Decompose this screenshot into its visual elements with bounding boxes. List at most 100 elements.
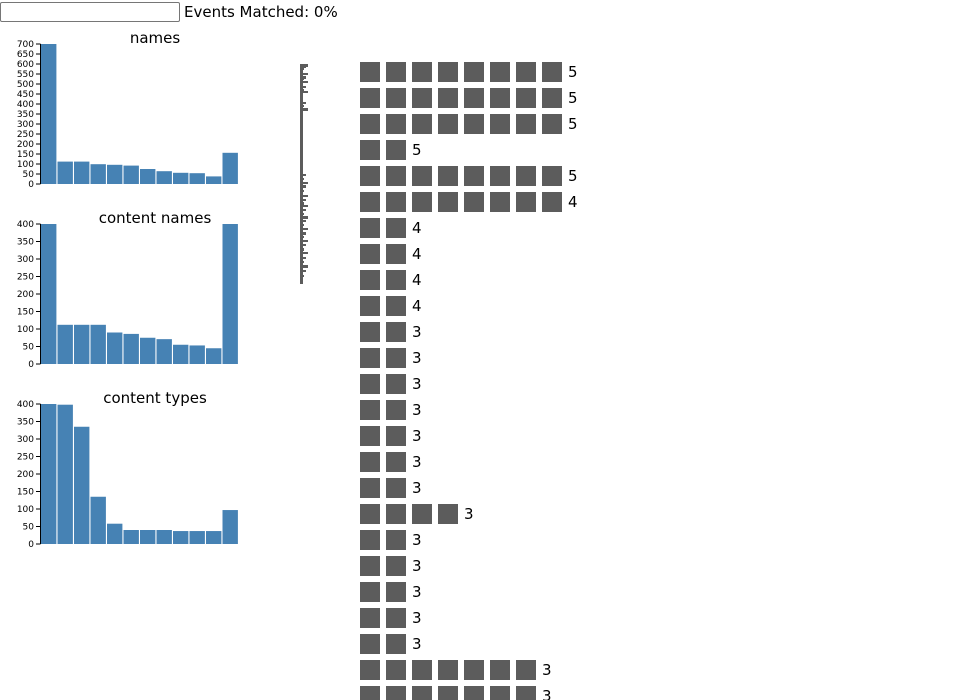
- event-block[interactable]: [360, 504, 380, 524]
- event-block[interactable]: [438, 166, 458, 186]
- histogram-bar[interactable]: [57, 404, 73, 544]
- event-block[interactable]: [386, 218, 406, 238]
- event-block[interactable]: [386, 374, 406, 394]
- event-block[interactable]: [516, 192, 536, 212]
- histogram-bar[interactable]: [107, 523, 123, 544]
- event-row[interactable]: 3: [360, 530, 860, 550]
- event-row[interactable]: 4: [360, 192, 860, 212]
- histogram-bar[interactable]: [156, 339, 172, 364]
- histogram-bar[interactable]: [74, 324, 90, 364]
- event-block[interactable]: [490, 192, 510, 212]
- event-row[interactable]: 3: [360, 686, 860, 700]
- event-block[interactable]: [516, 114, 536, 134]
- histogram-bar[interactable]: [222, 224, 238, 364]
- event-block[interactable]: [386, 140, 406, 160]
- histogram-bar[interactable]: [57, 324, 73, 364]
- event-row[interactable]: 4: [360, 270, 860, 290]
- event-row[interactable]: 4: [360, 244, 860, 264]
- event-row[interactable]: 3: [360, 556, 860, 576]
- event-row[interactable]: 5: [360, 114, 860, 134]
- histogram-bar[interactable]: [156, 171, 172, 184]
- event-block[interactable]: [490, 166, 510, 186]
- event-block[interactable]: [542, 192, 562, 212]
- event-row[interactable]: 3: [360, 504, 860, 524]
- event-block[interactable]: [386, 452, 406, 472]
- event-block[interactable]: [542, 62, 562, 82]
- event-block[interactable]: [438, 62, 458, 82]
- event-block[interactable]: [516, 88, 536, 108]
- event-block[interactable]: [412, 504, 432, 524]
- event-block[interactable]: [360, 218, 380, 238]
- event-row[interactable]: 3: [360, 452, 860, 472]
- event-block[interactable]: [464, 686, 484, 700]
- event-block[interactable]: [490, 686, 510, 700]
- event-block[interactable]: [386, 62, 406, 82]
- histogram-bar[interactable]: [74, 161, 90, 184]
- event-block[interactable]: [542, 88, 562, 108]
- event-block[interactable]: [386, 582, 406, 602]
- search-input[interactable]: [0, 2, 180, 22]
- event-block[interactable]: [464, 192, 484, 212]
- event-block[interactable]: [360, 374, 380, 394]
- event-row[interactable]: 3: [360, 660, 860, 680]
- histogram-bar[interactable]: [189, 531, 205, 544]
- event-block[interactable]: [542, 166, 562, 186]
- event-block[interactable]: [386, 426, 406, 446]
- event-row[interactable]: 3: [360, 322, 860, 342]
- event-row[interactable]: 3: [360, 634, 860, 654]
- event-block[interactable]: [490, 62, 510, 82]
- event-block[interactable]: [516, 686, 536, 700]
- event-row[interactable]: 3: [360, 426, 860, 446]
- event-row[interactable]: 5: [360, 140, 860, 160]
- event-block[interactable]: [360, 62, 380, 82]
- event-block[interactable]: [360, 686, 380, 700]
- event-block[interactable]: [412, 88, 432, 108]
- histogram-bar[interactable]: [156, 530, 172, 544]
- histogram-bar[interactable]: [140, 337, 156, 364]
- event-block[interactable]: [490, 114, 510, 134]
- event-block[interactable]: [386, 634, 406, 654]
- event-block[interactable]: [386, 608, 406, 628]
- histogram-bar[interactable]: [107, 332, 123, 365]
- event-block[interactable]: [386, 686, 406, 700]
- histogram-bar[interactable]: [173, 172, 189, 184]
- event-block[interactable]: [516, 62, 536, 82]
- event-block[interactable]: [412, 686, 432, 700]
- histogram-bar[interactable]: [57, 161, 73, 184]
- event-block[interactable]: [386, 530, 406, 550]
- event-block[interactable]: [464, 114, 484, 134]
- event-block[interactable]: [386, 114, 406, 134]
- histogram-bar[interactable]: [173, 344, 189, 364]
- histogram-bar[interactable]: [41, 44, 57, 184]
- histogram-bar[interactable]: [74, 426, 90, 544]
- event-block[interactable]: [386, 556, 406, 576]
- event-block[interactable]: [386, 166, 406, 186]
- event-row[interactable]: 5: [360, 88, 860, 108]
- event-block[interactable]: [516, 660, 536, 680]
- event-block[interactable]: [360, 478, 380, 498]
- event-row[interactable]: 3: [360, 374, 860, 394]
- event-block[interactable]: [360, 270, 380, 290]
- event-block[interactable]: [360, 140, 380, 160]
- event-block[interactable]: [438, 192, 458, 212]
- event-row[interactable]: 3: [360, 478, 860, 498]
- event-block[interactable]: [412, 114, 432, 134]
- event-block[interactable]: [464, 88, 484, 108]
- event-block[interactable]: [360, 192, 380, 212]
- event-block[interactable]: [360, 322, 380, 342]
- event-block[interactable]: [438, 660, 458, 680]
- event-block[interactable]: [386, 348, 406, 368]
- event-block[interactable]: [438, 114, 458, 134]
- event-block[interactable]: [360, 114, 380, 134]
- event-block[interactable]: [360, 166, 380, 186]
- event-block[interactable]: [412, 660, 432, 680]
- event-block[interactable]: [360, 400, 380, 420]
- histogram-bar[interactable]: [90, 324, 106, 364]
- histogram-bar[interactable]: [90, 496, 106, 544]
- event-block[interactable]: [360, 426, 380, 446]
- event-block[interactable]: [542, 114, 562, 134]
- histogram-bar[interactable]: [222, 510, 238, 544]
- event-block[interactable]: [438, 504, 458, 524]
- histogram-bar[interactable]: [41, 404, 57, 544]
- event-block[interactable]: [360, 244, 380, 264]
